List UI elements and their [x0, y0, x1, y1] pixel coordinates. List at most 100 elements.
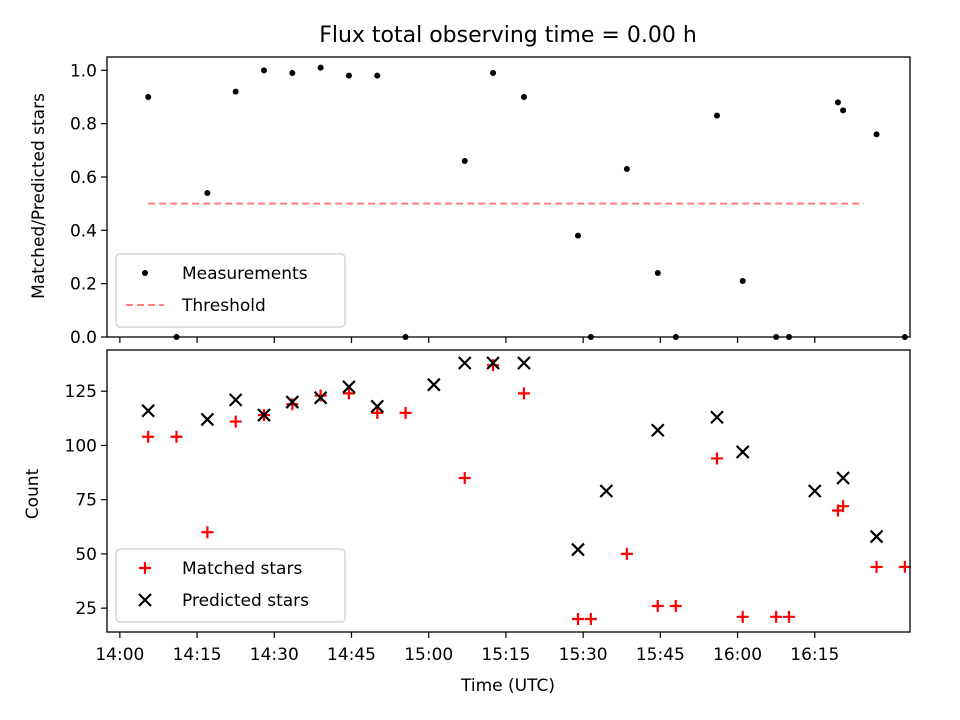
- x-tick-label: 15:30: [559, 645, 608, 665]
- predicted-stars-point: [486, 356, 500, 370]
- matched-stars-point: [371, 406, 384, 419]
- matched-stars-point: [170, 430, 183, 443]
- matched-stars-point: [651, 599, 664, 612]
- measurements-point: [232, 88, 239, 95]
- matched-stars-point: [342, 387, 355, 400]
- measurements-point: [520, 94, 527, 100]
- measurements-point: [654, 270, 661, 276]
- matched-stars-point: [286, 398, 299, 411]
- predicted-stars-point: [427, 377, 441, 392]
- predicted-stars-point: [869, 529, 884, 544]
- matched-stars-point: [669, 599, 682, 612]
- predicted-stars-point: [650, 423, 665, 438]
- predicted-stars-point: [200, 412, 215, 427]
- x-tick-label: 14:00: [95, 645, 144, 665]
- predicted-stars-point: [370, 399, 385, 414]
- measurements-point: [461, 158, 468, 164]
- measurements-point: [490, 70, 497, 76]
- bottom-y-axis-label: Count: [23, 468, 43, 519]
- matched-stars-point: [783, 610, 796, 623]
- matched-stars-point: [736, 610, 749, 623]
- y-tick-label: 1.0: [70, 61, 97, 81]
- measurements-point: [834, 99, 841, 106]
- axes-frame: [106, 56, 911, 338]
- x-tick-label: 16:15: [790, 645, 839, 665]
- matched-stars-point: [517, 387, 530, 400]
- x-tick-label: 14:30: [250, 645, 299, 665]
- matched-stars-point: [620, 547, 633, 560]
- predicted-stars-point: [517, 356, 531, 370]
- measurements-point: [289, 70, 296, 76]
- matched-stars-point: [770, 610, 783, 623]
- measurements-point: [873, 131, 880, 138]
- matched-stars-point: [399, 406, 412, 419]
- legend-predicted-stars-swatch: [138, 593, 152, 607]
- x-tick-label: 16:00: [713, 645, 762, 665]
- matched-stars-point: [458, 471, 471, 484]
- top-y-axis-label: Matched/Predicted stars: [29, 93, 49, 299]
- matched-stars-point: [837, 500, 850, 513]
- predicted-stars-point: [342, 380, 356, 394]
- x-axis-label: Time (UTC): [460, 676, 555, 696]
- matched-stars-point: [487, 359, 500, 372]
- matched-stars-point: [710, 452, 723, 465]
- predicted-stars-point: [836, 471, 850, 485]
- predicted-stars-point: [313, 390, 328, 405]
- top-chart-title: Flux total observing time = 0.00 h: [319, 23, 697, 48]
- predicted-stars-point: [571, 542, 585, 557]
- y-tick-label: 125: [65, 382, 97, 402]
- y-tick-label: 0.6: [70, 168, 97, 188]
- y-tick-label: 50: [75, 545, 97, 565]
- legend-label: Matched stars: [182, 559, 302, 579]
- matched-stars-point: [898, 560, 911, 573]
- axes-frame: [106, 349, 911, 633]
- top-panel: 0.0 0.2 0.4 0.6 0.8 1.0 Measurements Threshold: [70, 56, 911, 348]
- predicted-stars-point: [710, 410, 724, 425]
- measurements-point: [260, 67, 267, 74]
- matched-stars-point: [142, 430, 155, 443]
- matched-stars-point: [571, 612, 584, 625]
- legend-box: [115, 253, 346, 328]
- measurements-point: [317, 64, 324, 71]
- measurements-point: [345, 72, 352, 79]
- legend-box: [115, 548, 346, 623]
- matched-stars-point: [584, 612, 597, 625]
- x-tick-label: 15:15: [481, 645, 530, 665]
- matched-stars-point: [870, 560, 883, 573]
- legend-label: Measurements: [182, 264, 308, 284]
- x-tick-label: 15:00: [404, 645, 453, 665]
- y-tick-label: 75: [75, 491, 97, 511]
- x-tick-label: 15:45: [636, 645, 685, 665]
- measurements-point: [145, 94, 152, 100]
- predicted-stars-point: [599, 484, 614, 498]
- legend-label: Threshold: [181, 296, 266, 316]
- y-tick-label: 0.8: [70, 115, 97, 135]
- predicted-stars-point: [228, 393, 243, 407]
- y-tick-label: 25: [75, 599, 97, 619]
- measurements-point: [374, 72, 381, 79]
- x-tick-label: 14:15: [173, 645, 222, 665]
- y-tick-label: 0.2: [70, 275, 97, 295]
- predicted-stars-point: [285, 395, 300, 409]
- measurements-point: [574, 232, 581, 239]
- matched-stars-point: [314, 389, 327, 402]
- predicted-stars-point: [457, 356, 472, 370]
- legend-label: Predicted stars: [182, 591, 309, 611]
- predicted-stars-point: [141, 403, 155, 418]
- measurements-point: [623, 166, 630, 172]
- predicted-stars-point: [807, 484, 822, 498]
- legend-matched-stars-swatch: [139, 562, 151, 574]
- measurements-point: [739, 278, 746, 284]
- predicted-stars-point: [257, 408, 271, 422]
- matched-stars-point: [201, 526, 214, 539]
- legend-measurements-swatch: [142, 270, 148, 276]
- y-tick-label: 0.0: [70, 328, 97, 348]
- measurements-point: [713, 112, 720, 119]
- matched-stars-point: [229, 415, 242, 428]
- y-tick-label: 100: [65, 436, 97, 456]
- measurements-point: [840, 107, 847, 114]
- measurements-point: [204, 190, 211, 196]
- predicted-stars-point: [735, 445, 750, 459]
- x-tick-label: 14:45: [327, 645, 376, 665]
